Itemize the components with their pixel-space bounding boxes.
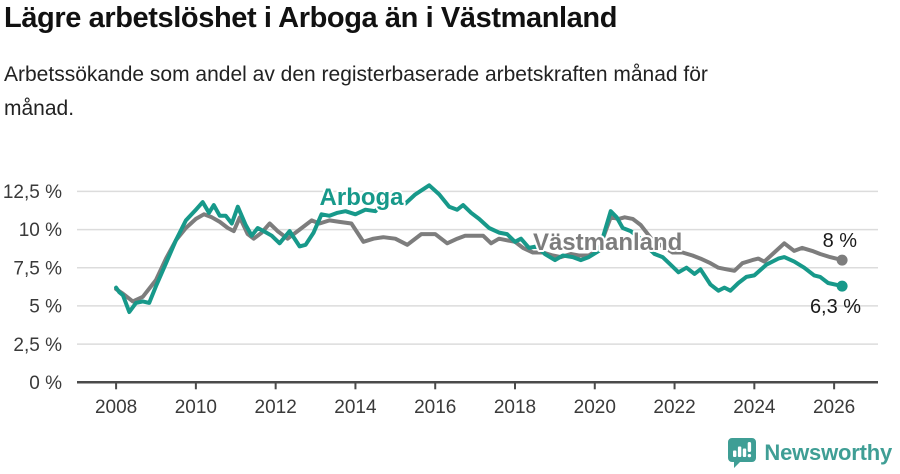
y-axis-tick-label: 0 % <box>29 373 62 394</box>
y-axis-tick-label: 5 % <box>29 297 62 318</box>
chart-subtitle: Arbetssökande som andel av den registerb… <box>4 63 708 121</box>
x-axis-tick-label: 2024 <box>733 397 776 418</box>
x-axis-tick-label: 2012 <box>255 397 297 418</box>
y-axis-tick-label: 7,5 % <box>13 258 62 279</box>
series-line-arboga <box>114 183 845 314</box>
y-axis-tick-label: 12,5 % <box>3 182 62 203</box>
series-label-arboga: Arboga <box>320 184 405 211</box>
y-axis-tick-label: 10 % <box>19 220 62 241</box>
x-axis-tick-label: 2010 <box>175 397 217 418</box>
newsworthy-chart-bubble-icon <box>728 438 757 468</box>
x-axis-tick-label: 2018 <box>494 397 536 418</box>
brand-name: Newsworthy <box>764 440 892 465</box>
x-axis-tick-label: 2014 <box>334 397 377 418</box>
y-axis-tick-label: 2,5 % <box>13 335 62 356</box>
series-end-value-label: 8 % <box>823 230 858 252</box>
series-label-västmanland: Västmanland <box>533 229 682 256</box>
x-axis-tick-label: 2008 <box>95 397 137 418</box>
x-axis-tick-label: 2026 <box>813 397 855 418</box>
series-line-västmanland <box>114 212 845 304</box>
series-end-dot-arboga <box>836 280 848 292</box>
x-axis-tick-label: 2022 <box>653 397 695 418</box>
x-axis-tick-label: 2016 <box>414 397 456 418</box>
series-end-dot-västmanland <box>836 254 848 266</box>
x-axis-tick-label: 2020 <box>574 397 616 418</box>
newsworthy-brand: Newsworthy <box>727 437 892 469</box>
page-title: Lägre arbetslöshet i Arboga än i Västman… <box>4 2 618 34</box>
series-end-value-label: 6,3 % <box>810 296 861 318</box>
